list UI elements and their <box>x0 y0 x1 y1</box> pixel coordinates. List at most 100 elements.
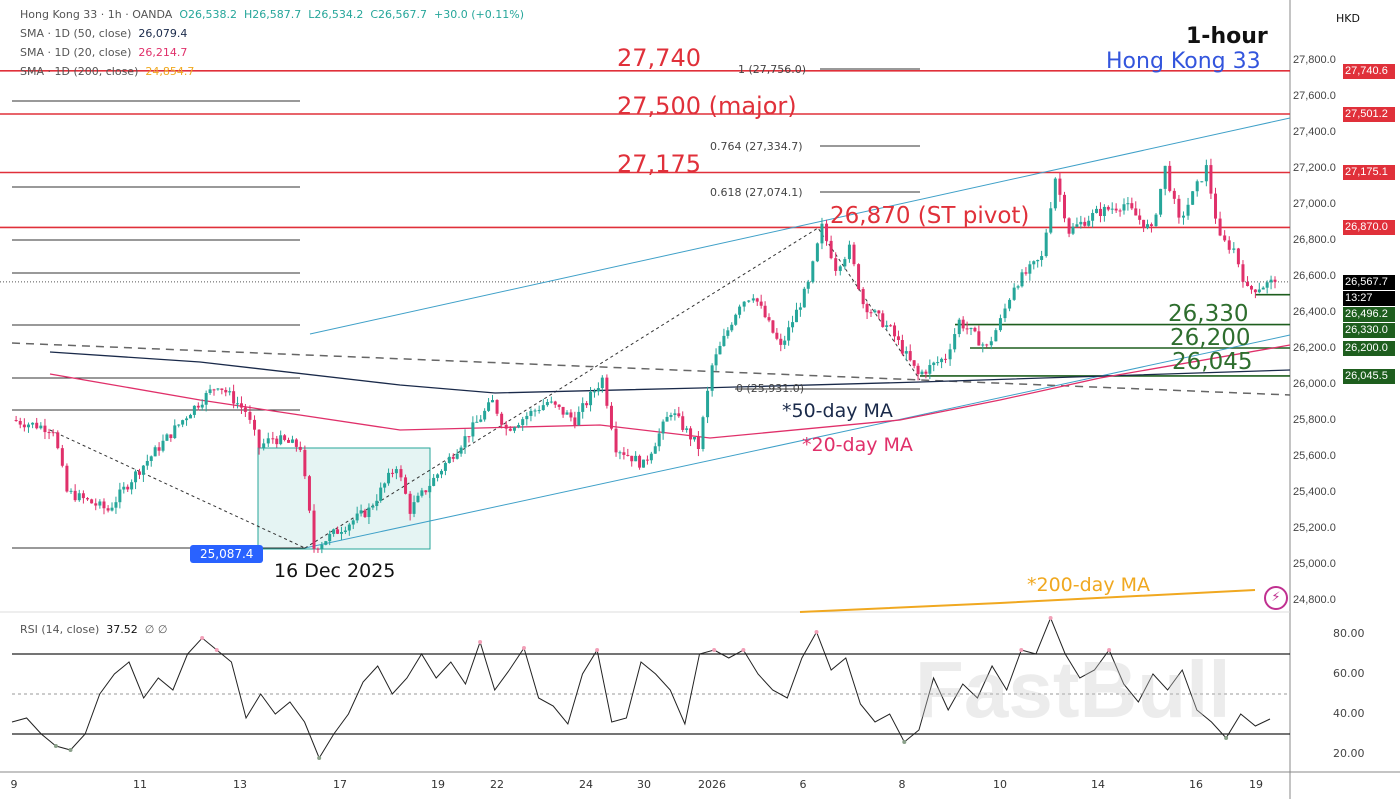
candle-body <box>383 483 387 488</box>
candle-body <box>110 507 114 511</box>
candle-body <box>1044 232 1048 257</box>
ohlc-open: O26,538.2 <box>179 8 237 21</box>
candle-body <box>653 446 657 454</box>
candle-body <box>185 418 189 421</box>
candle-body <box>394 469 398 474</box>
candle-body <box>994 330 998 342</box>
candle-body <box>1138 215 1142 220</box>
candle-body <box>118 489 122 503</box>
candle-body <box>200 404 204 408</box>
candle-body <box>69 490 73 492</box>
candle-body <box>324 541 328 545</box>
watermark-logo: FastBull <box>915 645 1231 734</box>
sma200-legend[interactable]: SMA · 1D (200, close) 24,854.7 <box>20 65 194 79</box>
candle-body <box>924 371 928 374</box>
candle-body <box>940 358 944 363</box>
price-label: 26,200.0 <box>1343 341 1395 356</box>
candle-body <box>320 544 324 550</box>
candle-body <box>1191 191 1195 205</box>
candle-body <box>475 421 479 423</box>
sma50-legend[interactable]: SMA · 1D (50, close) 26,079.4 <box>20 27 187 41</box>
candle-body <box>257 429 261 448</box>
candle-body <box>1249 286 1253 290</box>
candle-body <box>161 440 165 451</box>
candle-body <box>1071 226 1075 234</box>
candle-body <box>1246 281 1250 287</box>
time-tick: 24 <box>579 778 593 791</box>
candle-body <box>834 258 838 271</box>
ohlc-close: C26,567.7 <box>370 8 428 21</box>
price-tick: 27,800.0 <box>1293 54 1336 66</box>
candle-body <box>525 415 529 420</box>
consolidation-box <box>257 447 431 550</box>
candle-body <box>279 435 283 445</box>
candle-body <box>549 401 553 403</box>
candle-body <box>553 401 557 405</box>
time-tick: 11 <box>133 778 147 791</box>
candle-body <box>1227 240 1231 250</box>
candle-body <box>843 259 847 267</box>
currency-label[interactable]: HKD <box>1336 12 1360 25</box>
candle-body <box>787 327 791 341</box>
price-label: 26,330.0 <box>1343 322 1395 338</box>
candle-body <box>742 301 746 307</box>
candle-body <box>1154 214 1158 226</box>
candle-body <box>630 455 634 462</box>
time-tick: 8 <box>898 778 906 791</box>
candle-body <box>873 310 877 313</box>
time-tick: 30 <box>637 778 651 791</box>
candle-body <box>673 413 677 415</box>
candle-body <box>208 389 212 393</box>
candle-body <box>622 452 626 455</box>
candle-body <box>471 422 475 437</box>
candle-body <box>517 425 521 428</box>
sma20-legend[interactable]: SMA · 1D (20, close) 26,214.7 <box>20 46 187 60</box>
price-label: 27,740.6 <box>1343 63 1395 79</box>
candle-body <box>1040 256 1044 260</box>
candle-body <box>1273 279 1277 282</box>
candle-body <box>889 325 893 327</box>
candle-body <box>747 300 751 302</box>
time-tick: 10 <box>993 778 1007 791</box>
candle-body <box>649 453 653 461</box>
candle-body <box>865 304 869 313</box>
candle-body <box>689 428 693 440</box>
candle-body <box>14 420 18 422</box>
candle-body <box>815 243 819 262</box>
lightning-icon[interactable]: ⚡ <box>1264 586 1288 610</box>
rsi-legend[interactable]: RSI (14, close) 37.52 ∅ ∅ <box>20 623 167 637</box>
price-tick: 26,200.0 <box>1293 342 1336 354</box>
sma50-line <box>49 351 1291 394</box>
candle-body <box>283 435 287 440</box>
candle-body <box>77 493 81 501</box>
candle-body <box>696 436 700 450</box>
rsi-overbought-mark <box>595 648 600 652</box>
zigzag-line <box>49 429 306 549</box>
candle-body <box>262 443 266 448</box>
candle-body <box>1177 198 1181 218</box>
price-tick: 25,200.0 <box>1293 522 1336 534</box>
candle-body <box>248 411 252 420</box>
candle-body <box>1241 264 1245 282</box>
candle-body <box>669 414 673 417</box>
candle-body <box>738 306 742 315</box>
price-tick: 26,800.0 <box>1293 234 1336 246</box>
candle-body <box>367 507 371 518</box>
candle-body <box>533 410 537 412</box>
time-tick: 19 <box>431 778 445 791</box>
candle-body <box>359 510 363 514</box>
candle-body <box>596 388 600 392</box>
time-tick: 13 <box>233 778 247 791</box>
pivot-label: 26,870 (ST pivot) <box>830 203 1030 229</box>
candle-body <box>512 427 516 431</box>
candle-body <box>730 324 734 331</box>
candle-body <box>275 438 279 445</box>
ohlc-high: H26,587.7 <box>243 8 302 21</box>
candle-body <box>130 482 134 490</box>
candle-body <box>798 307 802 310</box>
candle-body <box>1257 289 1261 293</box>
candle-body <box>763 305 767 318</box>
candle-body <box>936 362 940 364</box>
interval[interactable]: 1h <box>107 8 122 21</box>
